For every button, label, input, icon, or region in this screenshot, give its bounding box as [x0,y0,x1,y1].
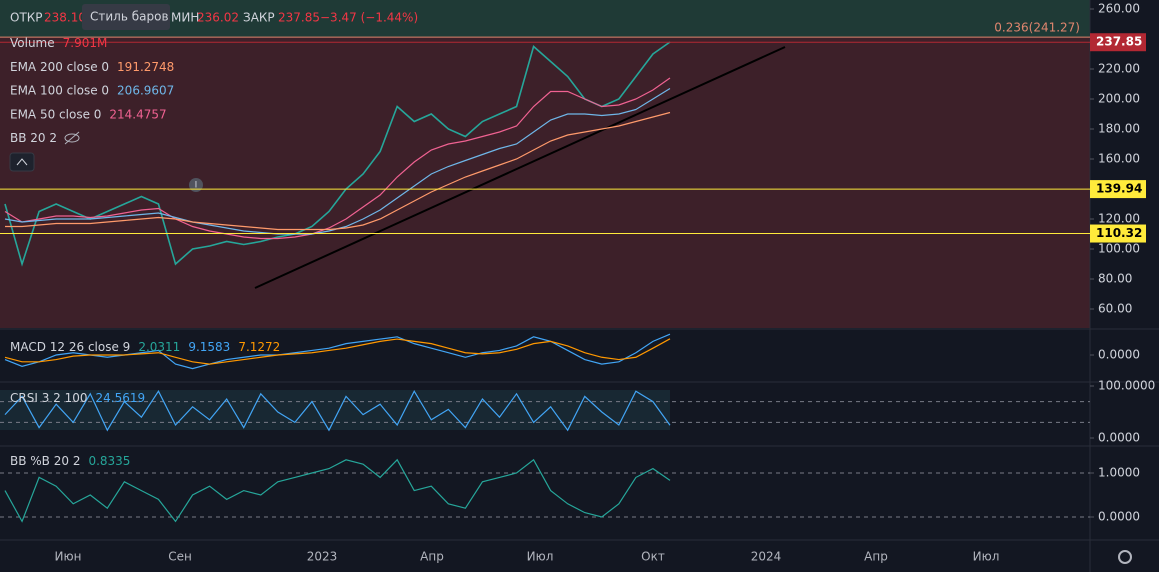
fib-label: 0.236(241.27) [994,21,1080,35]
series-line [4,333,671,370]
legend-row: BB 20 2 [10,131,57,145]
y-tick-label: 120.00 [1098,212,1140,226]
legend-row: BB %B 20 2 0.8335 [10,454,130,468]
legend-item: BB %B 20 2 [10,454,80,468]
collapse-button[interactable] [9,152,35,172]
time-axis-label: 2024 [751,550,782,564]
y-tick-label: 80.00 [1098,272,1132,286]
close-label: ЗАКР [243,11,275,25]
y-tick-label: 220.00 [1098,62,1140,76]
legend-item: Volume [10,36,55,50]
change-value: −3.47 (−1.44%) [320,11,418,25]
series-line [4,338,671,365]
legend-item: 206.9607 [117,83,174,97]
y-tick-label: 0.0000 [1098,510,1140,524]
price-tag [1090,180,1146,199]
y-tick-label: 100.00 [1098,242,1140,256]
eye-slash [64,131,80,145]
price-tag-label: 139.94 [1096,182,1142,196]
series-line [4,41,671,267]
trend-line [254,46,786,289]
series-line [4,458,671,523]
legend-item: BB 20 2 [10,131,57,145]
legend-row: Volume 7.901M [10,36,107,50]
price-tag [1090,33,1146,52]
legend-item: 0.8335 [88,454,130,468]
collapse-icon [16,158,28,166]
legend-item: 214.4757 [109,107,166,121]
legend-item: EMA 100 close 0 [10,83,109,97]
legend-row: MACD 12 26 close 9 2.0311 9.1583 7.1272 [10,340,280,354]
legend-item: 7.901M [63,36,108,50]
legend-item: MACD 12 26 close 9 [10,340,130,354]
event-icon: I [195,181,198,191]
series-line [4,389,671,432]
eye-icon[interactable] [64,131,80,145]
series-line [4,77,671,240]
y-tick-label: 200.00 [1098,92,1140,106]
tooltip [82,4,170,30]
price-tag-label: 237.85 [1096,35,1142,49]
fib-zone [0,0,1090,38]
y-tick-label: 1.0000 [1098,466,1140,480]
low-value: 236.02 [197,11,239,25]
legend-item: 2.0311 [138,340,180,354]
close-value: 237.85 [278,11,320,25]
tooltip-text: Стиль баров [90,10,169,24]
time-axis-label: Июл [527,550,554,564]
legend-item: 24.5619 [96,391,146,405]
low-label: МИН [171,11,199,25]
time-axis-label: 2023 [307,550,338,564]
y-tick-label: 0.0000 [1098,431,1140,445]
y-tick-label: 0.0000 [1098,348,1140,362]
legend-row: CRSI 3 2 100 24.5619 [10,391,145,405]
time-axis-label: Окт [641,550,665,564]
series-line [5,111,671,231]
eye-shape [64,133,80,143]
legend-item: 9.1583 [188,340,230,354]
price-tag [1090,224,1146,243]
y-tick-label: 260.00 [1098,2,1140,16]
price-tag-label: 110.32 [1096,226,1142,240]
legend-item: EMA 200 close 0 [10,59,109,73]
y-tick-label: 60.00 [1098,302,1132,316]
legend-item: CRSI 3 2 100 [10,391,88,405]
time-axis-label: Июн [55,550,82,564]
time-axis-label: Апр [420,550,444,564]
event-marker[interactable] [189,178,203,192]
legend-row: EMA 100 close 0 206.9607 [10,83,174,97]
y-tick-label: 160.00 [1098,152,1140,166]
open-label: ОТКР [10,11,43,25]
legend-row: EMA 50 close 0 214.4757 [10,107,167,121]
open-value: 238.10 [44,11,86,25]
legend-item: 7.1272 [238,340,280,354]
legend-item: EMA 50 close 0 [10,107,101,121]
legend-row: EMA 200 close 0 191.2748 [10,59,174,73]
y-tick-label: 180.00 [1098,122,1140,136]
y-tick-label: 100.0000 [1098,379,1155,393]
time-axis-label: Апр [864,550,888,564]
legend-item: 191.2748 [117,59,174,73]
main-pane-bg [0,0,1090,328]
time-axis-label: Сен [168,550,192,564]
time-axis-label: Июл [973,550,1000,564]
settings-button[interactable] [1118,550,1132,564]
